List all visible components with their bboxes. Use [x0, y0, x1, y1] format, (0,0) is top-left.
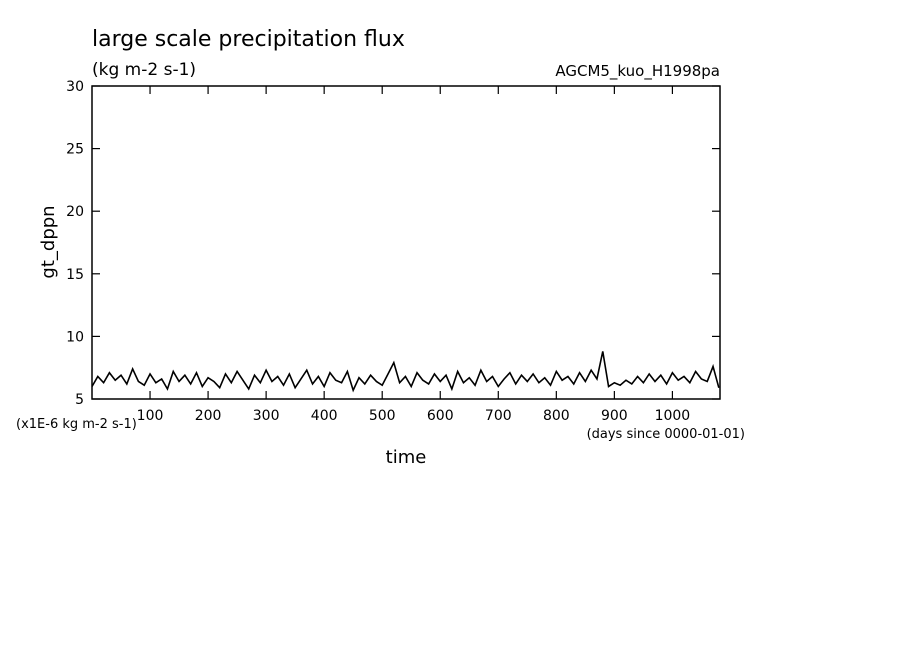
x-tick-label: 900: [601, 408, 628, 424]
y-tick-label: 15: [66, 267, 84, 283]
y-tick-label: 30: [66, 79, 84, 95]
x-tick-label: 300: [253, 408, 280, 424]
x-tick-label: 100: [137, 408, 164, 424]
x-unit-label: (days since 0000-01-01): [587, 427, 745, 442]
x-tick-label: 400: [311, 408, 338, 424]
y-axis-label: gt_dppn: [38, 205, 59, 278]
y-tick-label: 5: [75, 392, 84, 408]
x-tick-label: 1000: [655, 408, 691, 424]
annotation: AGCM5_kuo_H1998pa: [555, 62, 720, 81]
x-tick-label: 700: [485, 408, 512, 424]
y-tick-label: 20: [66, 204, 84, 220]
chart-subtitle: (kg m-2 s-1): [92, 60, 196, 80]
x-tick-label: 500: [369, 408, 396, 424]
chart-title: large scale precipitation flux: [92, 27, 405, 52]
y-tick-label: 25: [66, 142, 84, 158]
y-tick-label: 10: [66, 329, 84, 345]
x-axis-label: time: [386, 447, 427, 468]
plot-frame: [91, 85, 721, 400]
x-tick-label: 800: [543, 408, 570, 424]
x-tick-label: 600: [427, 408, 454, 424]
data-line: [91, 351, 720, 393]
y-unit-label: (x1E-6 kg m-2 s-1): [16, 417, 137, 432]
x-tick-label: 200: [195, 408, 222, 424]
